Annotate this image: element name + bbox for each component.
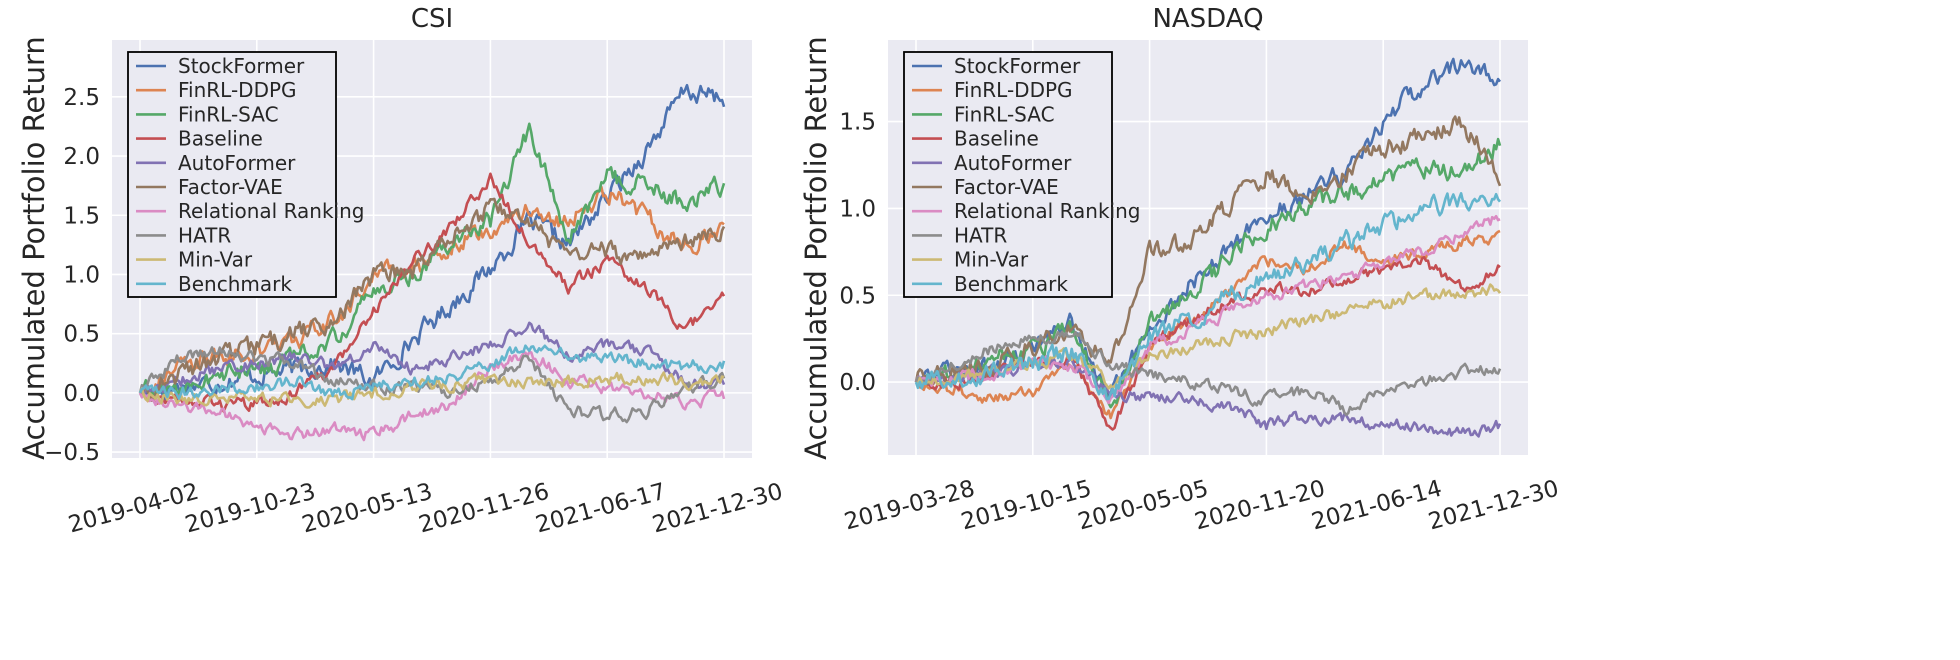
legend-label: FinRL-DDPG	[178, 78, 297, 102]
y-axis-label: Accumulated Portfolio Return	[799, 36, 833, 460]
series-line-factor-vae	[914, 115, 1502, 386]
series-line-finrl-sac	[914, 137, 1502, 409]
legend-label: Benchmark	[178, 272, 292, 296]
x-tick-label: 2021-12-30	[650, 479, 786, 539]
y-tick-label: 1.5	[63, 203, 100, 229]
series-line-benchmark	[914, 192, 1502, 401]
x-tick-label: 2021-12-30	[1426, 476, 1562, 536]
series-line-stockformer	[138, 83, 726, 402]
legend-box	[903, 51, 1113, 298]
legend-label: Min-Var	[954, 248, 1029, 272]
series-line-autoformer	[139, 321, 726, 397]
legend-label: HATR	[178, 223, 231, 247]
watermark: CSDN @mslion	[1773, 630, 1952, 658]
series-line-hatr	[138, 346, 726, 424]
chart-panel-csi: −0.5 0.0 0.5 1.0 1.5 2.0 2.5 2019-04-022019-10-…	[17, 4, 786, 538]
legend-label: FinRL-SAC	[954, 102, 1055, 126]
y-tick-label: 1.0	[839, 196, 876, 222]
y-tick-label: 1.0	[63, 262, 100, 288]
legend-label: FinRL-SAC	[178, 102, 279, 126]
y-tick-label: −0.5	[44, 440, 100, 466]
series-line-autoformer	[914, 358, 1502, 438]
y-tick-label: 0.0	[839, 370, 876, 396]
chart-title: CSI	[411, 4, 453, 34]
y-tick-label: 0.5	[839, 283, 876, 309]
x-tick-label: 2019-04-02	[66, 479, 202, 539]
chart-title: NASDAQ	[1152, 4, 1263, 34]
legend-label: StockFormer	[954, 54, 1081, 78]
y-tick-label: 1.5	[839, 110, 876, 136]
x-tick-label: 2019-03-28	[842, 476, 978, 536]
legend-label: Factor-VAE	[178, 175, 283, 199]
series-line-hatr	[914, 330, 1502, 416]
series-line-relational-ranking	[138, 350, 726, 442]
series-lines	[138, 83, 726, 442]
x-tick-label: 2020-05-13	[299, 479, 435, 539]
y-axis-label: Accumulated Portfolio Return	[17, 36, 51, 460]
x-tick-label: 2021-06-14	[1309, 476, 1445, 536]
legend-label: AutoFormer	[178, 151, 296, 175]
series-line-baseline	[139, 172, 726, 413]
x-tick-label: 2021-06-17	[533, 479, 669, 539]
y-tick-label: 0.5	[63, 322, 100, 348]
legend-label: Baseline	[178, 127, 263, 151]
y-tick-label: 2.0	[63, 144, 100, 170]
series-lines	[914, 57, 1502, 438]
legend: StockFormerFinRL-DDPGFinRL-SACBaselineAu…	[903, 51, 1141, 298]
legend-label: Relational Ranking	[954, 199, 1141, 223]
x-tick-label: 2020-05-05	[1075, 476, 1211, 536]
legend-label: Relational Ranking	[178, 199, 365, 223]
y-tick-label: 2.5	[63, 85, 100, 111]
legend-label: Min-Var	[178, 248, 253, 272]
series-line-benchmark	[138, 344, 726, 401]
legend-label: StockFormer	[178, 54, 305, 78]
legend-label: Benchmark	[954, 272, 1068, 296]
legend-box	[127, 51, 337, 298]
x-tick-label: 2020-11-20	[1192, 476, 1328, 536]
legend-label: Baseline	[954, 127, 1039, 151]
x-tick-label: 2019-10-15	[959, 476, 1095, 536]
x-tick-label: 2019-10-23	[183, 479, 319, 539]
legend-label: AutoFormer	[954, 151, 1072, 175]
legend: StockFormerFinRL-DDPGFinRL-SACBaselineAu…	[127, 51, 365, 298]
chart-panel-nasdaq: 0.0 0.5 1.0 1.5 2019-03-282019-10-152020-05-…	[799, 4, 1562, 535]
legend-label: HATR	[954, 223, 1007, 247]
x-tick-label: 2020-11-26	[416, 479, 552, 539]
y-tick-label: 0.0	[63, 381, 100, 407]
legend-label: Factor-VAE	[954, 175, 1059, 199]
legend-label: FinRL-DDPG	[954, 78, 1073, 102]
